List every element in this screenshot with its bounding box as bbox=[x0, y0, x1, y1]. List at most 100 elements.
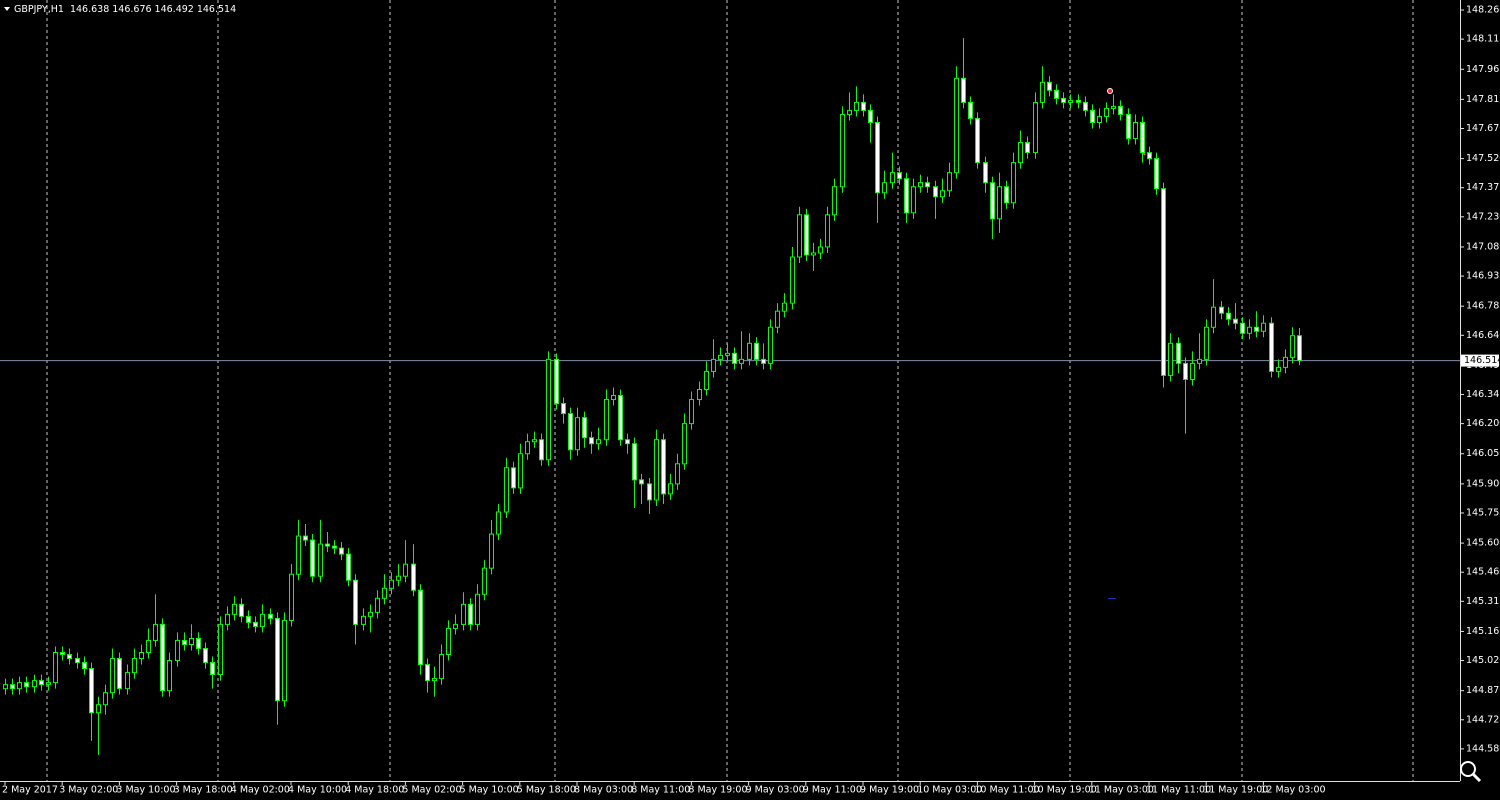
symbol: GBPJPY,H1 bbox=[14, 4, 64, 15]
candle-body bbox=[554, 358, 559, 405]
candle-body bbox=[268, 613, 273, 619]
candle-body bbox=[468, 603, 473, 625]
y-tick-label: 148.115 bbox=[1466, 34, 1500, 45]
candle-body bbox=[697, 388, 702, 401]
candle-body bbox=[296, 535, 301, 575]
zoom-icon[interactable] bbox=[1460, 761, 1482, 783]
candle-body bbox=[139, 652, 144, 660]
x-tick-label: 4 May 18:00 bbox=[345, 785, 404, 796]
candle-body bbox=[75, 658, 80, 664]
candle-body bbox=[196, 637, 201, 649]
candle-body bbox=[782, 302, 787, 312]
candle-body bbox=[790, 256, 795, 304]
x-tick-label: 3 May 10:00 bbox=[116, 785, 175, 796]
candle-body bbox=[89, 668, 94, 714]
candle-body bbox=[675, 463, 680, 485]
candle-body bbox=[260, 613, 265, 627]
trade-marker bbox=[1107, 88, 1113, 94]
y-tick-label: 146.640 bbox=[1466, 330, 1500, 341]
y-tick-label: 144.870 bbox=[1466, 685, 1500, 696]
candle-body bbox=[1290, 335, 1295, 358]
candle-body bbox=[990, 182, 995, 220]
y-tick-label: 144.580 bbox=[1466, 743, 1500, 754]
candle-body bbox=[1004, 186, 1009, 204]
candle-body bbox=[1040, 81, 1045, 103]
candle-body bbox=[253, 621, 258, 627]
x-tick-label: 8 May 19:00 bbox=[688, 785, 747, 796]
candle-body bbox=[432, 678, 437, 682]
y-tick-label: 145.605 bbox=[1466, 538, 1500, 549]
candle-body bbox=[682, 423, 687, 465]
candle-body bbox=[446, 627, 451, 656]
candle-body bbox=[732, 352, 737, 364]
candle-body bbox=[868, 109, 873, 123]
candle-body bbox=[67, 654, 72, 660]
candle-body bbox=[1054, 89, 1059, 99]
candle-body bbox=[1161, 188, 1166, 376]
candle-body bbox=[1011, 162, 1016, 204]
candle-body bbox=[461, 603, 466, 625]
x-tick-label: 4 May 02:00 bbox=[231, 785, 290, 796]
candle-body bbox=[439, 654, 444, 680]
candle-body bbox=[246, 615, 251, 623]
candle-body bbox=[739, 358, 744, 364]
candle-body bbox=[954, 77, 959, 174]
candle-body bbox=[482, 567, 487, 595]
candle-body bbox=[725, 352, 730, 356]
candle-body bbox=[210, 662, 215, 676]
candle-body bbox=[3, 684, 8, 690]
candle-body bbox=[768, 326, 773, 364]
zoom-handle[interactable] bbox=[1471, 772, 1482, 783]
candle-body bbox=[1261, 322, 1266, 332]
candle-body bbox=[1183, 362, 1188, 380]
candle-body bbox=[160, 623, 165, 692]
candle-body bbox=[32, 680, 37, 688]
candle-body bbox=[82, 662, 87, 670]
zoom-lens[interactable] bbox=[1460, 761, 1476, 777]
candle-body bbox=[761, 358, 766, 364]
candle-body bbox=[1061, 97, 1066, 103]
candle-body bbox=[232, 603, 237, 615]
y-tick-label: 148.260 bbox=[1466, 5, 1500, 16]
candle-body bbox=[611, 395, 616, 401]
candle-body bbox=[1025, 142, 1030, 154]
y-tick-label: 147.670 bbox=[1466, 123, 1500, 134]
candle-body bbox=[711, 358, 716, 372]
candle-body bbox=[382, 587, 387, 599]
candle-body bbox=[1104, 107, 1109, 117]
candle-body bbox=[632, 443, 637, 481]
candle-body bbox=[282, 619, 287, 702]
candle-body bbox=[453, 623, 458, 629]
candle-body bbox=[1168, 342, 1173, 376]
candle-body bbox=[117, 658, 122, 690]
candle-body bbox=[504, 467, 509, 513]
y-tick-label: 147.520 bbox=[1466, 153, 1500, 164]
candle-body bbox=[704, 370, 709, 390]
candle-body bbox=[947, 172, 952, 192]
x-tick-label: 8 May 03:00 bbox=[574, 785, 633, 796]
candle-body bbox=[618, 395, 623, 441]
candle-body bbox=[325, 543, 330, 547]
candle-body bbox=[1118, 105, 1123, 115]
candle-body bbox=[403, 563, 408, 577]
candle-body bbox=[1083, 101, 1088, 111]
candle-body bbox=[489, 533, 494, 569]
y-tick-label: 147.815 bbox=[1466, 94, 1500, 105]
candle-body bbox=[496, 511, 501, 535]
y-tick-label: 145.315 bbox=[1466, 596, 1500, 607]
candle-body bbox=[1154, 158, 1159, 190]
candle-body bbox=[1269, 322, 1274, 372]
x-tick-label: 11 May 11:00 bbox=[1146, 785, 1211, 796]
candle-body bbox=[854, 101, 859, 111]
y-tick-label: 147.080 bbox=[1466, 241, 1500, 252]
candle-body bbox=[604, 399, 609, 441]
candle-body bbox=[1133, 121, 1138, 140]
candle-body bbox=[1297, 335, 1302, 362]
candle-body bbox=[96, 704, 101, 714]
candle-body bbox=[861, 101, 866, 111]
candle-body bbox=[203, 647, 208, 664]
candle-body bbox=[983, 162, 988, 184]
candle-body bbox=[718, 354, 723, 360]
candle-body bbox=[275, 617, 280, 702]
x-tick-label: 4 May 10:00 bbox=[288, 785, 347, 796]
